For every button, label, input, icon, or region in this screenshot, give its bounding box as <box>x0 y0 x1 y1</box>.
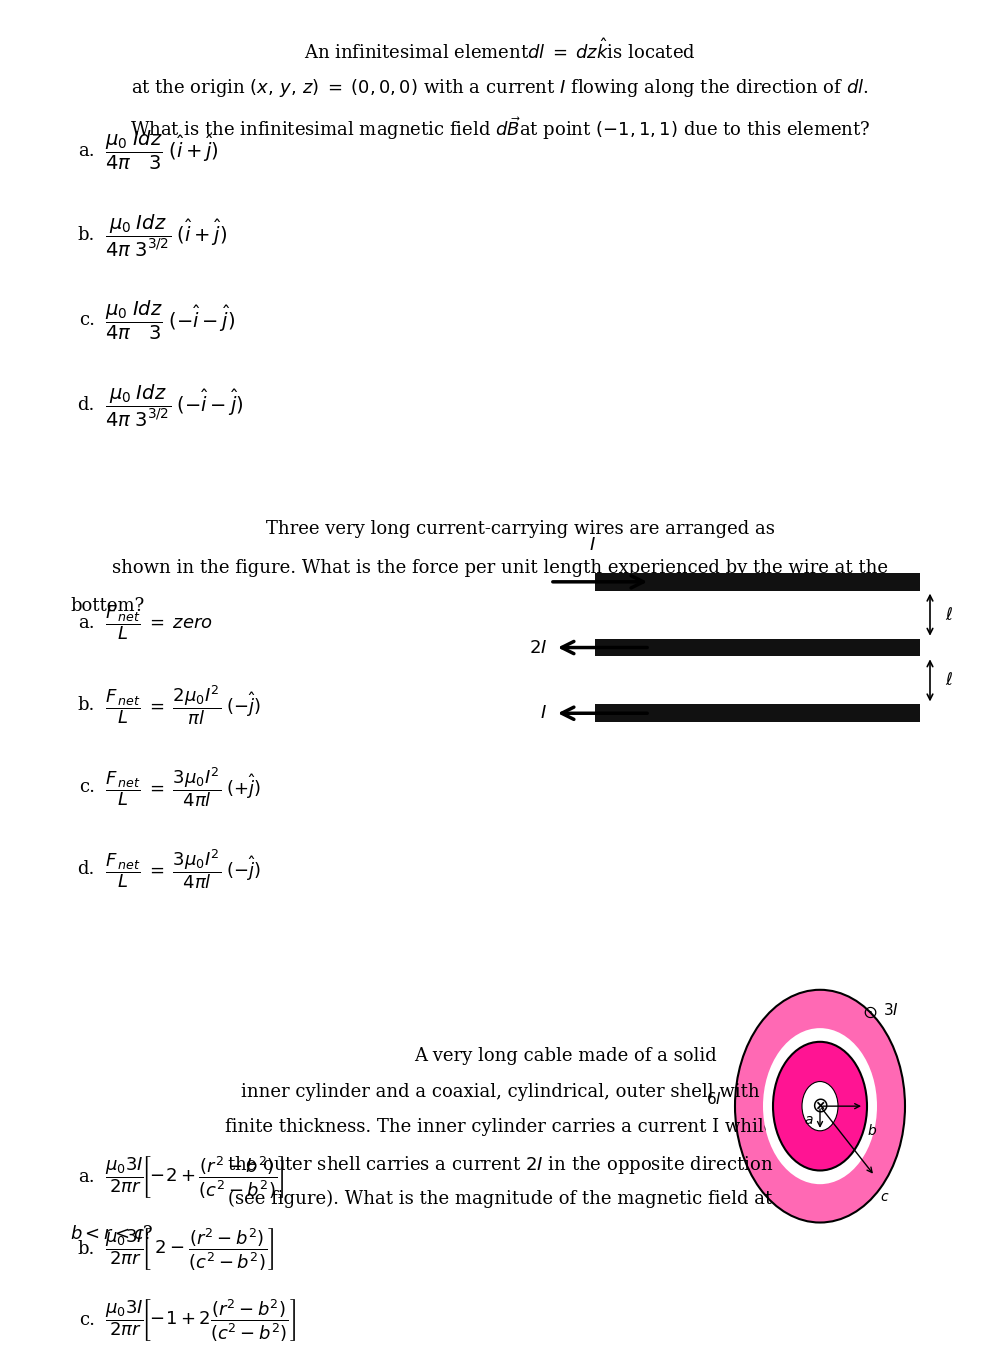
Text: $\dfrac{\mu_0 3I}{2\pi r}\!\left[-2+\dfrac{(r^2-b^2)}{(c^2-b^2)}\right]$: $\dfrac{\mu_0 3I}{2\pi r}\!\left[-2+\dfr… <box>105 1154 284 1201</box>
Text: inner cylinder and a coaxial, cylindrical, outer shell with: inner cylinder and a coaxial, cylindrica… <box>241 1083 759 1101</box>
Circle shape <box>773 1042 867 1170</box>
Text: finite thickness. The inner cylinder carries a current I while: finite thickness. The inner cylinder car… <box>225 1118 775 1136</box>
Text: $\dfrac{F_{\,net}}{L}\;=\;\dfrac{3\mu_0 I^2}{4\pi l}\;(-\hat{j})$: $\dfrac{F_{\,net}}{L}\;=\;\dfrac{3\mu_0 … <box>105 847 261 891</box>
Text: c.: c. <box>79 1310 95 1329</box>
Text: $\dfrac{\mu_0 3I}{2\pi r}\!\left[\;2-\dfrac{(r^2-b^2)}{(c^2-b^2)}\right]$: $\dfrac{\mu_0 3I}{2\pi r}\!\left[\;2-\df… <box>105 1225 274 1272</box>
Text: the outer shell carries a current $2I$ in the opposite direction: the outer shell carries a current $2I$ i… <box>227 1154 773 1176</box>
Bar <box>595 638 920 656</box>
Text: $\dfrac{F_{\,net}}{L}\;=\;\dfrac{3\mu_0 I^2}{4\pi l}\;(+\hat{j})$: $\dfrac{F_{\,net}}{L}\;=\;\dfrac{3\mu_0 … <box>105 765 261 809</box>
Text: $b < r < c$?: $b < r < c$? <box>70 1225 154 1243</box>
Text: d.: d. <box>78 860 95 879</box>
Text: $\dfrac{F_{\,net}}{L}\;=\;zero$: $\dfrac{F_{\,net}}{L}\;=\;zero$ <box>105 604 213 642</box>
Text: $\dfrac{\mu_0 3I}{2\pi r}\!\left[-1+2\dfrac{(r^2-b^2)}{(c^2-b^2)}\right]$: $\dfrac{\mu_0 3I}{2\pi r}\!\left[-1+2\df… <box>105 1296 296 1343</box>
Text: $I$: $I$ <box>540 704 547 723</box>
Text: $\dfrac{\mu_0\;Idz}{4\pi\quad 3}\;(-\hat{i}-\hat{j})$: $\dfrac{\mu_0\;Idz}{4\pi\quad 3}\;(-\hat… <box>105 298 235 342</box>
Text: shown in the figure. What is the force per unit length experienced by the wire a: shown in the figure. What is the force p… <box>112 559 888 576</box>
Text: $\dfrac{\mu_0\;Idz}{4\pi\;3^{3/2}}\;(-\hat{i}-\hat{j})$: $\dfrac{\mu_0\;Idz}{4\pi\;3^{3/2}}\;(-\h… <box>105 382 243 428</box>
Bar <box>595 704 920 723</box>
Text: An infinitesimal element$dl\;=\;dz\hat{k}$is located: An infinitesimal element$dl\;=\;dz\hat{k… <box>304 38 696 63</box>
Text: $I$: $I$ <box>589 537 595 554</box>
Text: $3I$: $3I$ <box>883 1002 899 1019</box>
Text: c.: c. <box>79 778 95 797</box>
Text: (see figure). What is the magnitude of the magnetic field at: (see figure). What is the magnitude of t… <box>228 1190 772 1207</box>
Text: $\odot$: $\odot$ <box>862 1003 878 1023</box>
Text: b.: b. <box>78 695 95 715</box>
Text: $\dfrac{\mu_0\;Idz}{4\pi\quad 3}\;(\hat{i}+\hat{j})$: $\dfrac{\mu_0\;Idz}{4\pi\quad 3}\;(\hat{… <box>105 129 219 172</box>
Circle shape <box>735 990 905 1223</box>
Bar <box>595 572 920 591</box>
Circle shape <box>763 1028 877 1184</box>
Text: d.: d. <box>78 396 95 415</box>
Text: $\dfrac{\mu_0\;Idz}{4\pi\;3^{3/2}}\;(\hat{i}+\hat{j})$: $\dfrac{\mu_0\;Idz}{4\pi\;3^{3/2}}\;(\ha… <box>105 212 227 259</box>
Text: $c$: $c$ <box>880 1190 889 1203</box>
Text: $\dfrac{F_{\,net}}{L}\;=\;\dfrac{2\mu_0 I^2}{\pi l}\;(-\hat{j})$: $\dfrac{F_{\,net}}{L}\;=\;\dfrac{2\mu_0 … <box>105 683 261 727</box>
Text: c.: c. <box>79 311 95 330</box>
Text: bottom?: bottom? <box>70 597 144 615</box>
Text: a.: a. <box>78 1168 95 1187</box>
Text: What is the infinitesimal magnetic field $d\vec{B}$at point $(-1,1,1)$ due to th: What is the infinitesimal magnetic field… <box>130 115 870 142</box>
Text: A very long cable made of a solid: A very long cable made of a solid <box>414 1047 716 1065</box>
Text: Three very long current-carrying wires are arranged as: Three very long current-carrying wires a… <box>266 520 774 538</box>
Text: $a$: $a$ <box>804 1113 814 1127</box>
Text: $2I$: $2I$ <box>529 638 547 657</box>
Text: at the origin $(x,\,y,\,z)\;=\;(0,0,0)$ with a current $I$ flowing along the dir: at the origin $(x,\,y,\,z)\;=\;(0,0,0)$ … <box>131 77 869 99</box>
Text: a.: a. <box>78 141 95 160</box>
Text: b.: b. <box>78 226 95 245</box>
Text: $\ell$: $\ell$ <box>945 605 953 624</box>
Text: $6I$: $6I$ <box>706 1091 722 1108</box>
Text: b.: b. <box>78 1239 95 1258</box>
Circle shape <box>802 1082 838 1131</box>
Text: $\ell$: $\ell$ <box>945 671 953 690</box>
Text: $\otimes$: $\otimes$ <box>811 1097 829 1116</box>
Text: $b$: $b$ <box>867 1123 877 1138</box>
Text: a.: a. <box>78 613 95 632</box>
